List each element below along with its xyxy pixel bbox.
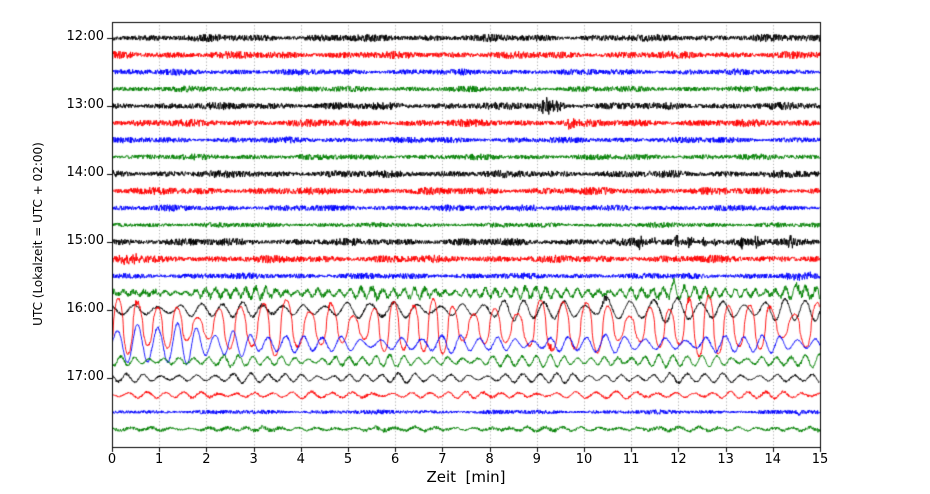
x-axis-label: Zeit [min] xyxy=(426,468,506,486)
x-tick-label: 4 xyxy=(296,452,305,467)
x-tick-label: 8 xyxy=(485,452,494,467)
y-tick-label: 16:00 xyxy=(66,301,104,316)
x-tick-label: 2 xyxy=(202,452,211,467)
y-tick-label: 15:00 xyxy=(66,233,104,248)
y-tick-label: 12:00 xyxy=(66,29,104,44)
x-tick-label: 7 xyxy=(438,452,447,467)
x-tick-label: 6 xyxy=(391,452,400,467)
y-tick-label: 14:00 xyxy=(66,165,104,180)
x-tick-label: 15 xyxy=(811,452,829,467)
y-tick-label: 13:00 xyxy=(66,97,104,112)
x-tick-label: 12 xyxy=(670,452,687,467)
x-tick-label: 14 xyxy=(764,452,782,467)
x-tick-label: 0 xyxy=(107,452,117,467)
x-tick-label: 11 xyxy=(622,452,640,467)
x-tick-label: 5 xyxy=(343,452,353,467)
x-tick-label: 3 xyxy=(249,452,258,467)
x-tick-label: 13 xyxy=(717,452,734,467)
x-tick-label: 1 xyxy=(155,452,164,467)
x-tick-label: 10 xyxy=(575,452,593,467)
y-tick-label: 17:00 xyxy=(66,369,104,384)
x-tick-label: 9 xyxy=(532,452,541,467)
